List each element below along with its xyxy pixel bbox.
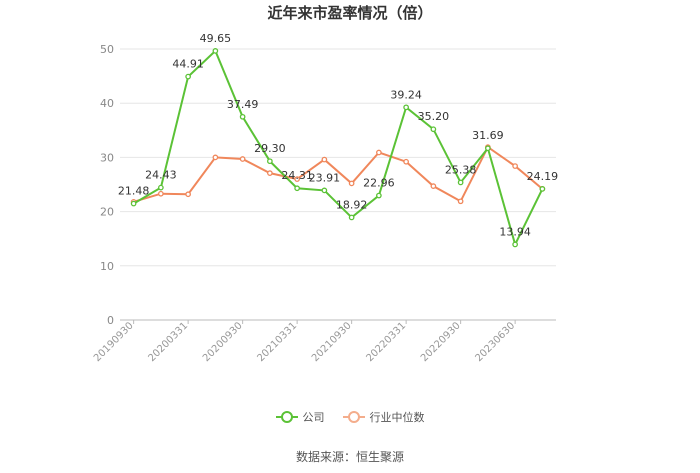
company-data-label: 49.65 xyxy=(200,32,232,45)
x-tick-label: 20210930 xyxy=(310,320,354,364)
company-point xyxy=(485,145,491,152)
y-tick-label: 0 xyxy=(107,314,114,327)
y-tick-label: 40 xyxy=(100,97,114,110)
company-data-label: 24.19 xyxy=(527,170,559,183)
industry-point xyxy=(430,183,437,189)
x-tick-label: 20200331 xyxy=(146,320,190,364)
company-point xyxy=(403,104,409,111)
industry-point xyxy=(239,156,246,162)
company-data-label: 37.49 xyxy=(227,98,259,111)
industry-point xyxy=(158,190,164,197)
x-tick-label: 20220930 xyxy=(419,320,463,364)
company-point xyxy=(348,214,355,221)
data-source: 数据来源：恒生聚源 xyxy=(295,450,404,464)
industry-point xyxy=(185,191,191,198)
y-tick-label: 30 xyxy=(100,151,114,164)
company-point xyxy=(267,158,273,165)
company-data-label: 25.38 xyxy=(445,163,477,176)
legend-company-swatch xyxy=(275,411,298,423)
company-point xyxy=(185,73,191,80)
x-tick-label: 20210331 xyxy=(255,320,299,364)
company-data-label: 13.94 xyxy=(499,225,531,238)
company-point xyxy=(457,179,464,186)
industry-point xyxy=(376,149,382,156)
company-line xyxy=(133,49,544,248)
x-tick-label: 20220331 xyxy=(364,320,408,364)
company-data-label: 22.96 xyxy=(363,177,395,190)
industry-point xyxy=(212,154,219,161)
y-tick-label: 10 xyxy=(100,260,114,273)
industry-point xyxy=(403,158,409,165)
industry-point xyxy=(348,180,355,187)
industry-point xyxy=(457,198,464,205)
company-point xyxy=(158,184,164,191)
company-data-label: 29.30 xyxy=(254,142,286,155)
chart-title: 近年来市盈率情况（倍） xyxy=(267,4,433,22)
x-tick-label: 20230630 xyxy=(473,320,517,364)
industry-point xyxy=(321,156,328,163)
company-data-label: 18.92 xyxy=(336,198,368,211)
company-data-label: 23.91 xyxy=(309,171,341,184)
legend-industry-label: 行业中位数 xyxy=(369,411,425,424)
y-tick-label: 50 xyxy=(100,43,114,56)
legend-company-label: 公司 xyxy=(302,411,325,424)
legend-industry-swatch xyxy=(342,411,365,423)
company-point xyxy=(130,200,137,207)
company-point xyxy=(539,186,546,192)
company-point xyxy=(512,241,518,248)
company-data-label: 24.43 xyxy=(145,169,177,182)
company-point xyxy=(294,185,300,192)
company-data-label: 24.31 xyxy=(281,169,313,182)
industry-line xyxy=(133,145,544,203)
legend: 公司 行业中位数 xyxy=(0,409,700,425)
y-tick-label: 20 xyxy=(100,206,114,219)
company-data-label: 35.20 xyxy=(418,110,450,123)
company-point xyxy=(321,187,328,194)
company-point xyxy=(376,192,382,199)
company-point xyxy=(430,126,437,133)
industry-point xyxy=(294,176,300,182)
industry-point xyxy=(267,170,273,176)
company-data-label: 44.91 xyxy=(172,58,204,71)
industry-point xyxy=(512,163,518,169)
company-data-label: 31.69 xyxy=(472,129,504,142)
company-point xyxy=(212,48,219,54)
company-data-label: 21.48 xyxy=(118,185,150,198)
company-data-label: 39.24 xyxy=(390,88,422,101)
legend-item-company[interactable]: 公司 xyxy=(275,409,325,425)
legend-item-industry[interactable]: 行业中位数 xyxy=(342,409,425,425)
x-tick-label: 20200930 xyxy=(201,320,245,364)
company-point xyxy=(239,113,246,120)
